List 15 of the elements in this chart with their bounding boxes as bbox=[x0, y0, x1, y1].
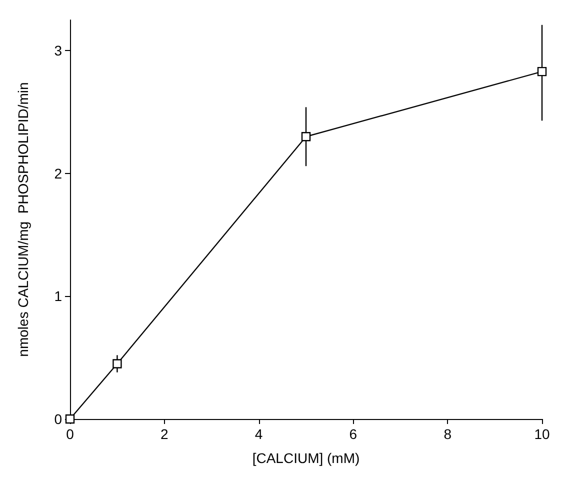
point bbox=[301, 132, 311, 142]
x-axis-title: [CALCIUM] (mM) bbox=[252, 450, 360, 466]
y-tick-label: 0 bbox=[54, 411, 62, 427]
x-tick-label: 2 bbox=[160, 426, 168, 442]
x-tick-label: 6 bbox=[349, 426, 358, 442]
point bbox=[537, 66, 547, 76]
y-tick-label: 2 bbox=[54, 165, 62, 182]
point bbox=[112, 359, 122, 368]
x-tick-label: 4 bbox=[254, 426, 263, 442]
y-tick-label: 1 bbox=[54, 288, 62, 304]
x-tick-label: 8 bbox=[444, 426, 452, 442]
y-tick-label: 3 bbox=[54, 42, 62, 59]
x-tick-label: 0 bbox=[66, 426, 74, 442]
x-tick-label: 10 bbox=[534, 426, 550, 442]
y-axis-title: nmoles CALCIUM/mg PHOSPHOLIPID/min bbox=[15, 82, 31, 357]
